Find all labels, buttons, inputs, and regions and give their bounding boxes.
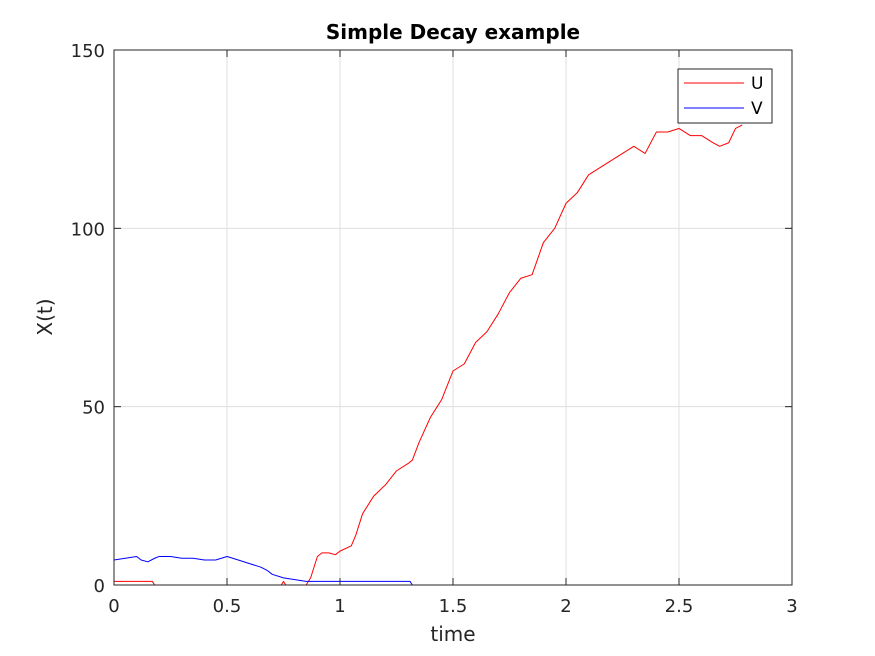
y-axis-label: X(t) (33, 298, 57, 335)
series-layer (113, 124, 765, 586)
x-axis-label: time (430, 622, 475, 646)
x-tick-label: 2 (560, 596, 571, 617)
y-tick-label: 150 (71, 41, 105, 62)
legend: U V (677, 68, 773, 124)
chart-title: Simple Decay example (326, 20, 580, 44)
x-tick-label: 3 (786, 596, 797, 617)
y-tick-label: 100 (71, 219, 105, 240)
tick-layer: 0 0.5 1 1.5 2 2.5 3 0 50 100 150 (71, 41, 798, 617)
legend-label-v: V (751, 99, 763, 119)
legend-box (677, 68, 773, 124)
x-tick-label: 2.5 (665, 596, 694, 617)
series-line-v (113, 555, 765, 586)
x-tick-label: 1.5 (439, 596, 468, 617)
y-tick-label: 0 (94, 576, 105, 597)
x-tick-label: 1 (334, 596, 345, 617)
x-tick-label: 0.5 (213, 596, 242, 617)
legend-label-u: U (751, 74, 763, 94)
series-line-u (114, 124, 743, 586)
x-tick-label: 0 (108, 596, 119, 617)
y-tick-label: 50 (82, 398, 105, 419)
